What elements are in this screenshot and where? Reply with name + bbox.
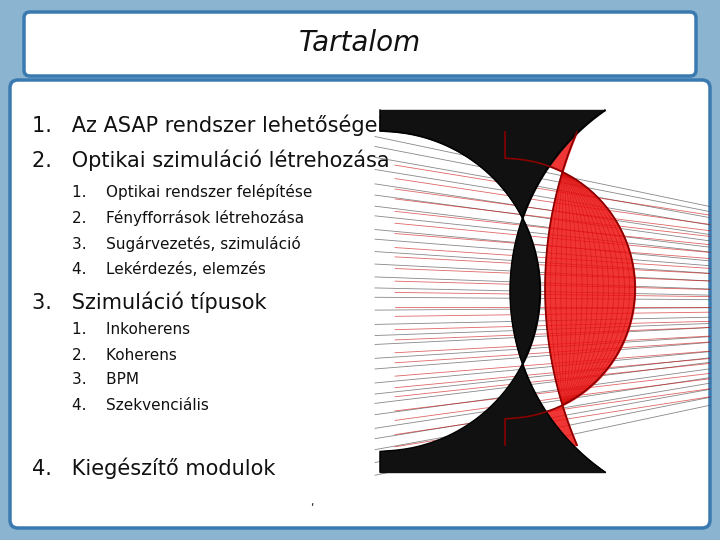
Text: 2.    Fényfforrások létrehozása: 2. Fényfforrások létrehozása — [72, 210, 304, 226]
Text: 1.    Optikai rendszer felépítése: 1. Optikai rendszer felépítése — [72, 184, 312, 200]
Text: 2.   Optikai szimuláció létrehozása: 2. Optikai szimuláció létrehozása — [32, 149, 390, 171]
FancyBboxPatch shape — [10, 80, 710, 528]
Text: 3.   Szimuláció típusok: 3. Szimuláció típusok — [32, 291, 266, 313]
FancyBboxPatch shape — [24, 12, 696, 76]
Text: 3.    BPM: 3. BPM — [72, 373, 139, 388]
Text: 4.   Kiegészítő modulok: 4. Kiegészítő modulok — [32, 457, 275, 479]
Text: 4.    Szekvenciális: 4. Szekvenciális — [72, 397, 209, 413]
Text: 3.    Sugárvezetés, szimuláció: 3. Sugárvezetés, szimuláció — [72, 236, 301, 252]
Text: Tartalom: Tartalom — [299, 29, 421, 57]
Text: 1.   Az ASAP rendszer lehetőségei: 1. Az ASAP rendszer lehetőségei — [32, 114, 383, 136]
Text: ,: , — [310, 497, 313, 507]
Text: 4.    Lekérdezés, elemzés: 4. Lekérdezés, elemzés — [72, 262, 266, 278]
Text: 2.    Koherens: 2. Koherens — [72, 348, 177, 362]
Text: 1.    Inkoherens: 1. Inkoherens — [72, 322, 190, 338]
